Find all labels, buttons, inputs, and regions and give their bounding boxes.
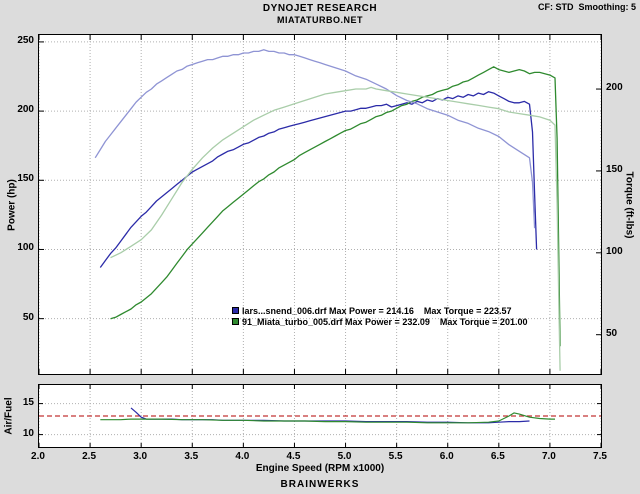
power-tick-label: 100: [17, 242, 34, 254]
torque-tick-label: 200: [606, 82, 623, 94]
rpm-tick-label: 2.0: [31, 451, 45, 462]
legend-item-run1[interactable]: lars...snend_006.drf Max Power = 214.16 …: [232, 305, 527, 316]
legend: lars...snend_006.drf Max Power = 214.16 …: [232, 305, 527, 327]
rpm-tick-label: 3.5: [184, 451, 199, 462]
run2-color-swatch: [232, 318, 239, 325]
torque-tick-label: 100: [606, 245, 623, 257]
rpm-tick-label: 5.0: [337, 451, 352, 462]
power-tick-label: 50: [22, 311, 34, 323]
power-torque-plot-area[interactable]: [39, 35, 601, 374]
torque-tick-label: 50: [606, 327, 618, 339]
rpm-tick-label: 4.0: [235, 451, 250, 462]
page-title: DYNOJET RESEARCH: [262, 3, 378, 14]
run1-label: lars...snend_006.drf Max Power = 214.16 …: [242, 305, 512, 316]
rpm-tick-label: 4.5: [286, 451, 301, 462]
rpm-tick-label: 3.0: [133, 451, 148, 462]
rpm-tick-label: 7.5: [593, 451, 607, 462]
airfuel-plot-area[interactable]: [39, 385, 601, 447]
power-tick-label: 250: [17, 34, 34, 46]
run1-color-swatch: [232, 307, 239, 314]
power-axis-label: Power (hp): [6, 179, 18, 231]
rpm-tick-label: 7.0: [541, 451, 556, 462]
rpm-tick-label: 6.0: [439, 451, 454, 462]
torque-axis-label: Torque (ft-lbs): [623, 171, 635, 239]
power-tick-label: 200: [17, 104, 34, 116]
site-subtitle: MIATATURBO.NET: [277, 15, 363, 25]
rpm-tick-label: 5.5: [388, 451, 403, 462]
legend-item-run2[interactable]: 91_Miata_turbo_005.drf Max Power = 232.0…: [232, 316, 527, 327]
rpm-tick-label: 2.5: [82, 451, 97, 462]
airfuel-chart[interactable]: [38, 384, 602, 448]
airfuel-axis-label: Air/Fuel: [3, 397, 15, 435]
power-torque-chart[interactable]: lars...snend_006.drf Max Power = 214.16 …: [38, 34, 602, 375]
engine-speed-axis-label: Engine Speed (RPM x1000): [255, 463, 385, 474]
correction-smoothing-settings: CF: STD Smoothing: 5: [538, 2, 636, 12]
rpm-tick-label: 6.5: [490, 451, 505, 462]
brand-footer: BRAINWERKS: [280, 479, 360, 490]
run2-label: 91_Miata_turbo_005.drf Max Power = 232.0…: [242, 316, 528, 327]
